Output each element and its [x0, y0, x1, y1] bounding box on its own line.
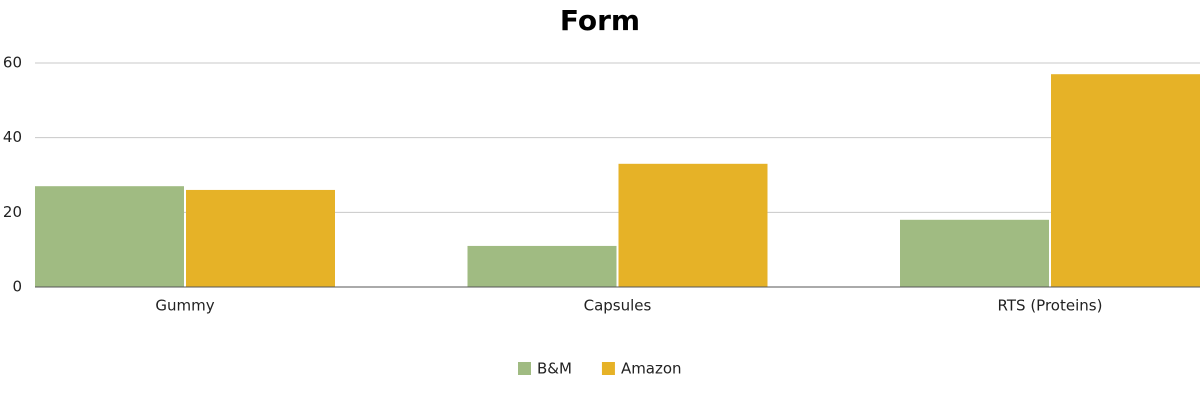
y-tick-label: 60 [3, 54, 22, 72]
x-tick-label: Capsules [584, 297, 652, 315]
bar [1051, 74, 1200, 287]
x-tick-label: RTS (Proteins) [998, 297, 1103, 315]
y-tick-label: 0 [12, 278, 22, 296]
legend-swatch [518, 362, 531, 375]
y-tick-label: 20 [3, 203, 22, 221]
legend-label: Amazon [621, 360, 682, 378]
legend-swatch [601, 362, 615, 375]
y-tick-label: 40 [3, 128, 22, 146]
legend-label: B&M [537, 360, 572, 378]
chart-title: Form [560, 4, 640, 37]
bar [467, 245, 617, 287]
x-tick-label: Gummy [155, 297, 214, 315]
bar [186, 189, 335, 287]
bar [618, 163, 768, 287]
bar [900, 219, 1049, 287]
bar [35, 186, 184, 287]
